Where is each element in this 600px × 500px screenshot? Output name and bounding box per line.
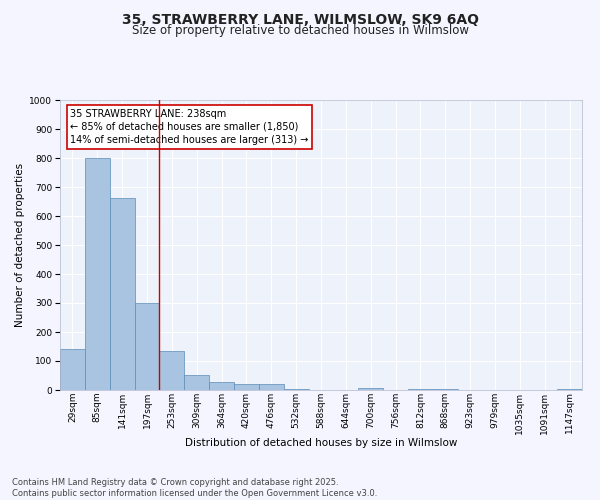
Bar <box>184 375 209 390</box>
Text: Size of property relative to detached houses in Wilmslow: Size of property relative to detached ho… <box>131 24 469 37</box>
Bar <box>557 389 582 390</box>
Text: 35, STRAWBERRY LANE, WILMSLOW, SK9 6AQ: 35, STRAWBERRY LANE, WILMSLOW, SK9 6AQ <box>121 12 479 26</box>
Bar <box>408 389 433 390</box>
Bar <box>358 388 383 390</box>
Bar <box>60 348 85 390</box>
Bar <box>110 198 134 390</box>
Text: 35 STRAWBERRY LANE: 238sqm
← 85% of detached houses are smaller (1,850)
14% of s: 35 STRAWBERRY LANE: 238sqm ← 85% of deta… <box>70 108 309 145</box>
Text: Contains HM Land Registry data © Crown copyright and database right 2025.
Contai: Contains HM Land Registry data © Crown c… <box>12 478 377 498</box>
Bar <box>234 384 259 390</box>
Bar <box>209 382 234 390</box>
X-axis label: Distribution of detached houses by size in Wilmslow: Distribution of detached houses by size … <box>185 438 457 448</box>
Y-axis label: Number of detached properties: Number of detached properties <box>15 163 25 327</box>
Bar <box>85 158 110 390</box>
Bar <box>160 351 184 390</box>
Bar <box>284 388 308 390</box>
Bar <box>259 384 284 390</box>
Bar <box>134 303 160 390</box>
